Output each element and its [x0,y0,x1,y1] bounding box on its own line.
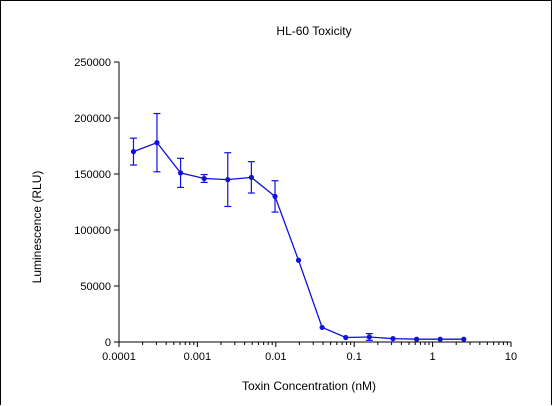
y-tick-label: 100000 [74,225,111,237]
data-point [225,177,231,183]
data-point [295,257,302,263]
data-point [248,174,254,180]
data-point [272,193,278,199]
data-point [177,170,184,176]
series [129,112,467,342]
y-tick-label: 200000 [74,113,111,125]
y-tick-label: 250000 [74,57,111,69]
data-point [413,336,420,342]
x-tick-label: 0.0001 [102,351,136,363]
x-tick-label: 0.001 [184,351,212,363]
data-point [461,336,467,342]
data-point [437,336,443,342]
x-tick-label: 10 [505,351,517,363]
x-tick-label: 0.01 [265,351,286,363]
x-axis-title: Toxin Concentration (nM) [242,379,376,393]
data-point [343,334,349,341]
data-point [390,336,396,342]
data-point [130,149,137,155]
data-point [366,334,372,340]
y-axis: 0 50000 100000 150000 200000 250000 [74,57,120,349]
x-axis: 0.0001 0.001 0.01 0.1 1 10 [102,341,517,363]
chart-title: HL-60 Toxicity [276,24,351,38]
data-point [319,324,325,331]
data-point [154,140,160,146]
x-tick-label: 1 [430,351,436,363]
y-tick-label: 150000 [74,169,111,181]
y-axis-title: Luminescence (RLU) [30,171,44,284]
data-point [201,175,207,182]
x-tick-label: 0.1 [347,351,362,363]
y-tick-label: 50000 [80,281,111,293]
y-tick-label: 0 [105,337,111,349]
